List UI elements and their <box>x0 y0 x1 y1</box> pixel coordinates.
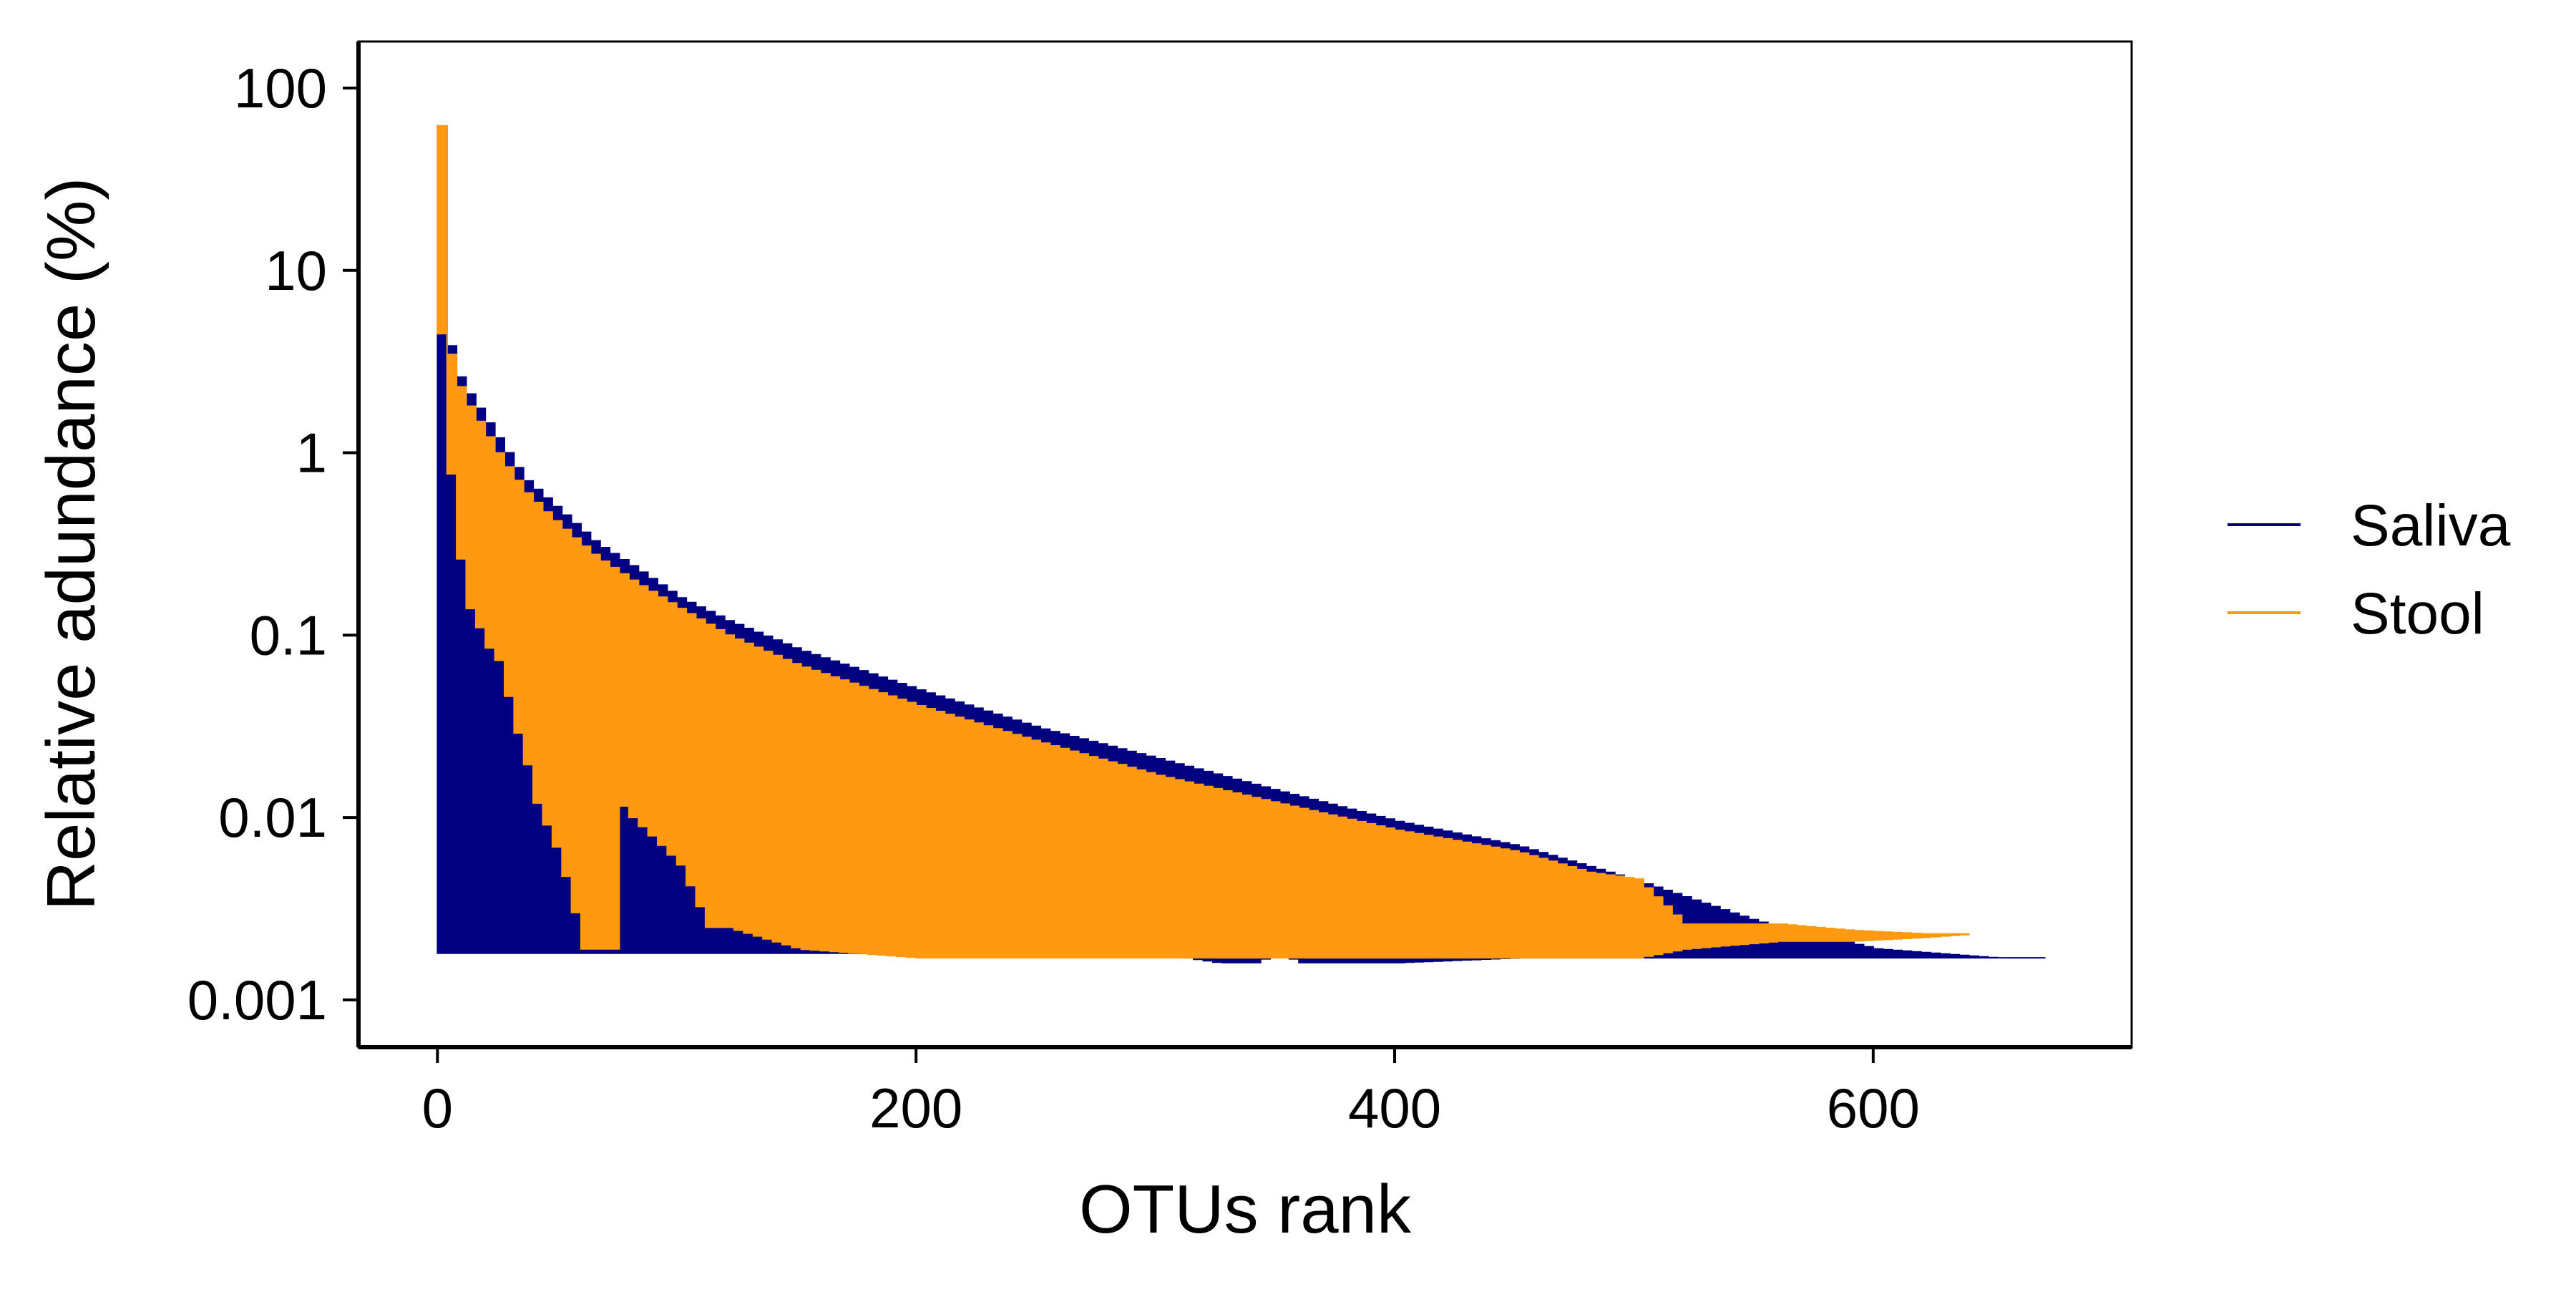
x-tick-label: 200 <box>869 1077 962 1140</box>
x-tick-label: 400 <box>1348 1077 1441 1140</box>
legend-label-saliva: Saliva <box>2351 493 2511 558</box>
x-axis-title: OTUs rank <box>1079 1171 1412 1248</box>
y-tick-label: 0.001 <box>187 968 327 1031</box>
y-tick-label: 1 <box>296 422 327 485</box>
y-axis-title: Relative adundance (%) <box>33 178 109 911</box>
legend-label-stool: Stool <box>2351 581 2484 646</box>
legend: Saliva Stool <box>2228 493 2511 646</box>
series-stool-band <box>436 125 1970 959</box>
x-tick-label: 0 <box>422 1077 453 1140</box>
y-tick-label: 10 <box>265 239 327 302</box>
plot-layer <box>436 125 2046 963</box>
y-tick-label: 100 <box>234 57 327 120</box>
y-tick-label: 0.1 <box>250 603 327 666</box>
axis-layer: 0 200 400 600 0.001 0.01 0.1 1 10 100 <box>187 57 1920 1140</box>
y-tick-label: 0.01 <box>218 786 327 849</box>
x-tick-label: 600 <box>1827 1077 1920 1140</box>
